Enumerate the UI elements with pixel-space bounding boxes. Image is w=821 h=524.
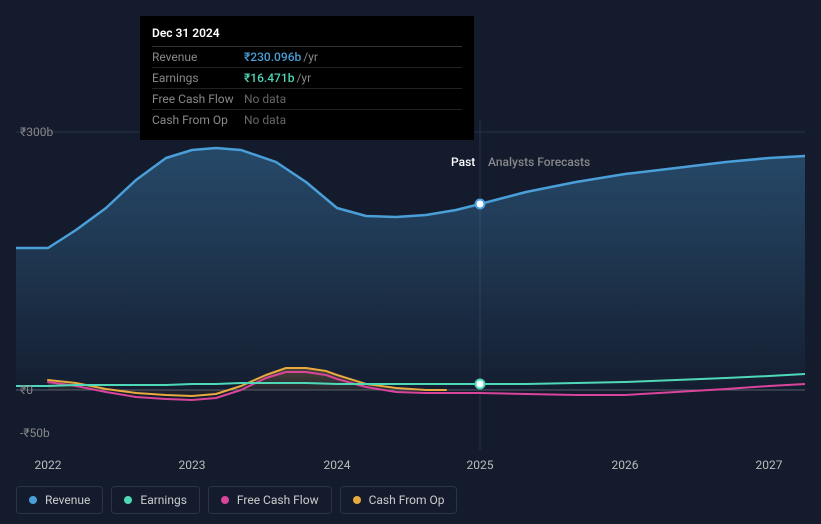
- y-axis-label: -₹50b: [20, 426, 50, 440]
- legend-label: Cash From Op: [369, 493, 445, 507]
- forecast-label: Analysts Forecasts: [488, 155, 590, 169]
- tooltip-value: ₹230.096b/yr: [244, 50, 318, 64]
- tooltip-row: Free Cash FlowNo data: [152, 89, 462, 110]
- y-axis-label: ₹300b: [20, 125, 53, 139]
- chart-container: [16, 120, 805, 450]
- tooltip-rows: Revenue₹230.096b/yrEarnings₹16.471b/yrFr…: [152, 47, 462, 130]
- tooltip-nodata: No data: [244, 92, 286, 106]
- x-axis-label: 2024: [324, 458, 351, 472]
- y-axis-label: ₹0: [20, 383, 33, 397]
- x-axis-label: 2023: [179, 458, 206, 472]
- tooltip-label: Free Cash Flow: [152, 92, 244, 106]
- tooltip-row: Earnings₹16.471b/yr: [152, 68, 462, 89]
- x-axis-label: 2026: [612, 458, 639, 472]
- tooltip-label: Earnings: [152, 71, 244, 85]
- tooltip-row: Cash From OpNo data: [152, 110, 462, 130]
- tooltip-label: Cash From Op: [152, 113, 244, 127]
- legend-dot: [221, 496, 229, 504]
- legend-item-revenue[interactable]: Revenue: [16, 486, 103, 514]
- x-axis-label: 2025: [467, 458, 494, 472]
- legend-item-free-cash-flow[interactable]: Free Cash Flow: [208, 486, 332, 514]
- x-axis-label: 2022: [35, 458, 62, 472]
- past-label: Past: [451, 155, 475, 169]
- x-axis-label: 2027: [756, 458, 783, 472]
- chart-svg: [16, 120, 805, 450]
- legend-item-cash-from-op[interactable]: Cash From Op: [340, 486, 458, 514]
- chart-legend: Revenue Earnings Free Cash Flow Cash From O…: [16, 486, 457, 514]
- tooltip-value: ₹16.471b/yr: [244, 71, 311, 85]
- legend-dot: [29, 496, 37, 504]
- legend-label: Earnings: [140, 493, 187, 507]
- tooltip-nodata: No data: [244, 113, 286, 127]
- legend-dot: [353, 496, 361, 504]
- chart-tooltip: Dec 31 2024 Revenue₹230.096b/yrEarnings₹…: [140, 16, 474, 140]
- tooltip-row: Revenue₹230.096b/yr: [152, 47, 462, 68]
- legend-label: Free Cash Flow: [237, 493, 319, 507]
- legend-dot: [124, 496, 132, 504]
- tooltip-label: Revenue: [152, 50, 244, 64]
- legend-label: Revenue: [45, 493, 90, 507]
- legend-item-earnings[interactable]: Earnings: [111, 486, 200, 514]
- tooltip-date: Dec 31 2024: [152, 26, 462, 47]
